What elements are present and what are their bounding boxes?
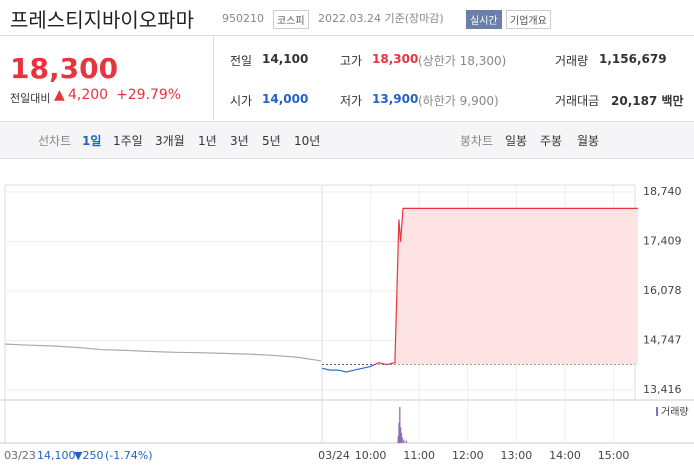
tab-label[interactable]: 선차트 (38, 134, 72, 148)
footer-text: ▼250 (74, 449, 104, 462)
stat-value: 14,100 (262, 52, 309, 66)
stat-value: 13,900 (372, 92, 419, 106)
stat-label: 거래대금 (555, 94, 600, 108)
stock-name: 프레스티지바이오파마 (10, 8, 194, 32)
stat-note: (상한가 18,300) (418, 54, 507, 68)
change-arrow: ▲ (54, 87, 65, 103)
area (374, 208, 638, 365)
stock-code: 950210 (222, 12, 264, 25)
period-tab[interactable]: 1주일 (113, 134, 143, 148)
x-tick-label: 15:00 (598, 449, 630, 462)
date-label: 03/24 (318, 449, 350, 462)
volume-legend: 거래량 (661, 406, 689, 418)
y-tick-label: 16,078 (643, 284, 682, 297)
y-tick-label: 18,740 (643, 185, 682, 198)
candle-tab[interactable]: 주봉 (540, 134, 563, 148)
stat-value: 18,300 (372, 52, 419, 66)
tab-bar (0, 121, 694, 159)
x-tick-label: 14:00 (549, 449, 581, 462)
period-tab[interactable]: 1일 (82, 134, 102, 148)
x-tick-label: 10:00 (355, 449, 387, 462)
volume-bar (398, 422, 400, 443)
price-line (4, 343, 321, 362)
footer-text: 03/23 (4, 449, 36, 462)
stat-value: 20,187 백만 (611, 94, 684, 108)
change-value: 4,200 (68, 87, 109, 103)
period-tab[interactable]: 5년 (262, 134, 281, 148)
footer-text: (-1.74%) (105, 449, 153, 462)
divider (0, 35, 694, 36)
date-label: 03/23 (4, 449, 36, 462)
stat-note: (하한가 9,900) (418, 94, 499, 108)
period-tab[interactable]: 3개월 (155, 134, 185, 148)
stat-label: 시가 (230, 94, 253, 108)
volume-bar (400, 432, 403, 443)
company-info-button[interactable]: 기업개요 (506, 10, 551, 29)
period-tab[interactable]: 1년 (198, 134, 217, 148)
candle-tab[interactable]: 일봉 (505, 134, 528, 148)
volume-bar (397, 436, 399, 443)
period-tab[interactable]: 10년 (294, 134, 321, 148)
volume-legend-swatch (656, 407, 658, 416)
divider (213, 36, 214, 120)
tab-label[interactable]: 봉차트 (460, 134, 494, 148)
volume-bar (399, 427, 402, 443)
stat-label: 저가 (340, 94, 363, 108)
market-badge: 코스피 (273, 10, 309, 29)
date-info: 2022.03.24 기준(장마감) (318, 12, 444, 25)
y-tick-label: 17,409 (643, 235, 682, 248)
x-tick-label: 13:00 (501, 449, 533, 462)
realtime-button[interactable]: 실시간 (466, 10, 502, 29)
price-line (373, 207, 638, 365)
volume-bar (405, 440, 407, 443)
change-rate: +29.79% (116, 87, 182, 103)
y-tick-label: 13,416 (643, 383, 682, 396)
volume-bar (399, 407, 401, 443)
volume-bar (401, 437, 403, 443)
candle-tab[interactable]: 월봉 (577, 134, 600, 148)
period-tab[interactable]: 3년 (230, 134, 249, 148)
stat-label: 고가 (340, 54, 363, 68)
stat-label: 거래량 (555, 54, 589, 68)
stat-value: 14,000 (262, 92, 309, 106)
y-tick-label: 14,747 (643, 334, 682, 347)
stat-label: 전일 (230, 54, 253, 68)
price-line (321, 364, 390, 373)
volume-bar (403, 439, 405, 443)
current-price: 18,300 (10, 52, 119, 85)
stat-value: 1,156,679 (599, 52, 667, 66)
x-tick-label: 12:00 (452, 449, 484, 462)
x-tick-label: 11:00 (403, 449, 435, 462)
footer-text: 14,100 (37, 449, 76, 462)
change-label: 전일대비 (10, 92, 51, 105)
